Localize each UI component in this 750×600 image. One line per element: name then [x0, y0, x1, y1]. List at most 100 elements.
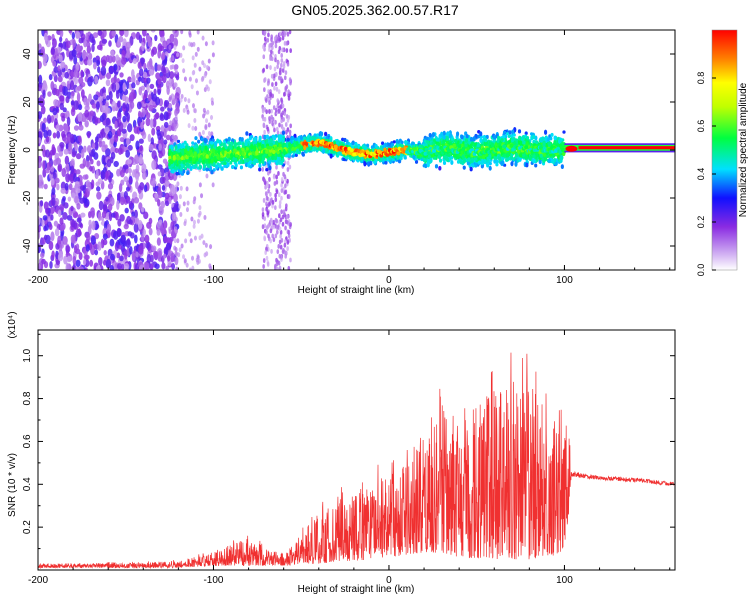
heat-cell: [98, 96, 104, 102]
heat-cell: [78, 221, 83, 228]
heat-cell: [488, 165, 492, 171]
heat-cell: [78, 135, 82, 143]
heat-cell: [265, 109, 268, 115]
heat-cell: [57, 209, 62, 218]
heat-cell: [151, 46, 158, 55]
heat-cell: [157, 199, 161, 207]
heat-cell: [174, 256, 179, 266]
heat-cell: [165, 134, 171, 141]
heat-cell: [525, 162, 529, 168]
heat-cell: [176, 238, 180, 244]
heat-cell: [204, 123, 208, 129]
heat-cell: [123, 262, 130, 270]
chart-title: GN05.2025.362.00.57.R17: [291, 2, 459, 18]
heat-cell: [89, 75, 94, 83]
heat-cell: [186, 200, 190, 206]
heat-cell: [207, 122, 211, 128]
heat-cell: [71, 31, 76, 40]
heat-cell: [210, 131, 214, 137]
heat-cell: [71, 106, 75, 113]
heat-cell: [273, 66, 277, 72]
heat-cell: [126, 80, 130, 90]
heat-cell: [268, 177, 271, 182]
heat-cell: [41, 82, 48, 93]
heat-cell: [104, 144, 108, 150]
heat-cell: [92, 32, 99, 39]
heat-cell: [64, 71, 70, 79]
heat-cell: [38, 111, 43, 120]
heat-cell: [125, 41, 131, 50]
heat-cell: [129, 246, 133, 255]
heat-cell: [261, 211, 265, 217]
heat-cell: [270, 249, 273, 254]
heat-cell: [174, 115, 178, 121]
heat-cell: [119, 137, 125, 143]
heat-cell: [125, 239, 131, 248]
heat-cell: [131, 252, 136, 263]
heat-cell: [166, 85, 170, 96]
heat-cell: [188, 267, 192, 270]
heat-cell: [50, 231, 55, 242]
heat-cell: [137, 219, 143, 230]
heat-cell: [270, 34, 273, 40]
heat-cell: [363, 161, 367, 167]
heat-cell: [196, 218, 200, 224]
heat-cell: [191, 55, 195, 61]
heat-cell: [194, 126, 198, 132]
heat-cell: [90, 235, 96, 245]
heat-cell: [92, 39, 96, 46]
heat-cell: [276, 98, 280, 104]
heat-cell: [274, 81, 278, 87]
heat-cell: [280, 188, 284, 194]
heat-cell: [124, 207, 129, 214]
heat-cell: [273, 85, 276, 91]
heat-cell: [182, 45, 186, 51]
heat-cell: [265, 98, 268, 103]
heat-cell: [38, 60, 42, 70]
heat-cell: [71, 192, 76, 199]
heat-cell: [85, 102, 90, 108]
heat-cell: [274, 107, 278, 113]
heat-cell: [210, 169, 214, 175]
heat-cell: [127, 158, 132, 165]
heat-cell: [100, 66, 107, 76]
heat-cell: [101, 30, 107, 38]
heat-cell: [261, 106, 265, 112]
heat-cell: [208, 263, 212, 269]
heat-cell: [127, 76, 132, 83]
heat-cell: [161, 51, 166, 61]
heat-cell: [143, 184, 148, 193]
heat-cell: [133, 209, 138, 219]
heat-cell: [182, 159, 186, 165]
heat-cell: [158, 143, 162, 151]
heat-cell: [270, 56, 274, 62]
heat-cell: [268, 165, 272, 171]
heat-cell: [38, 263, 41, 270]
heat-cell: [75, 45, 81, 53]
heat-cell: [38, 160, 43, 169]
heat-cell: [105, 117, 111, 126]
heat-cell: [390, 143, 395, 147]
heat-cell: [113, 63, 118, 71]
heat-cell: [168, 44, 172, 50]
heat-cell: [105, 147, 111, 157]
heat-cell: [191, 265, 195, 270]
heat-cell: [113, 134, 119, 143]
heat-cell: [550, 132, 554, 137]
heat-cell: [143, 62, 147, 70]
heat-cell: [171, 55, 175, 62]
heat-cell: [73, 212, 79, 218]
heat-cell: [175, 266, 179, 270]
heat-cell: [147, 38, 153, 48]
heat-cell: [98, 200, 104, 211]
heat-cell: [67, 255, 71, 263]
heat-cell: [155, 96, 161, 106]
heat-cell: [169, 191, 173, 197]
heat-cell: [118, 244, 122, 250]
heat-cell: [455, 131, 460, 137]
heat-cell: [273, 36, 277, 42]
heat-cell: [135, 140, 140, 150]
heat-cell: [283, 32, 286, 38]
heat-cell: [170, 252, 175, 261]
heat-cell: [89, 259, 94, 267]
